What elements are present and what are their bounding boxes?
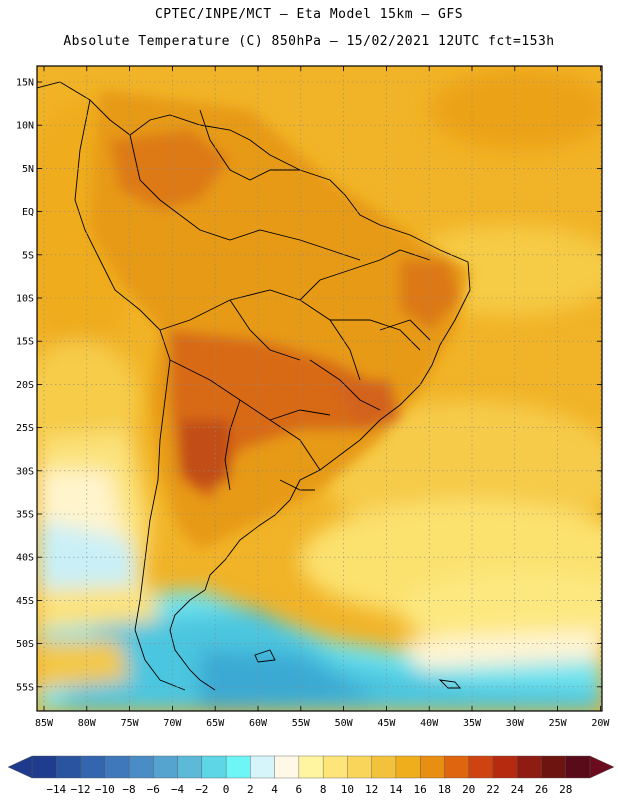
colorbar-label: 6 — [296, 783, 303, 796]
colorbar-label: 12 — [365, 783, 378, 796]
colorbar-label: −2 — [195, 783, 208, 796]
colorbar-label: 8 — [320, 783, 327, 796]
colorbar-swatch — [201, 755, 227, 779]
colorbar-label: 10 — [341, 783, 354, 796]
lon-label: 85W — [35, 718, 54, 729]
colorbar-swatch — [371, 755, 397, 779]
colorbar-label: 4 — [271, 783, 278, 796]
colorbar-label: −8 — [122, 783, 135, 796]
colorbar-swatch — [153, 755, 179, 779]
colorbar-label: 16 — [414, 783, 427, 796]
map-frame — [36, 65, 603, 712]
colorbar-swatch — [517, 755, 542, 779]
colorbar-label: −4 — [171, 783, 185, 796]
temperature-field — [37, 66, 602, 711]
colorbar-arrow-right — [589, 755, 615, 779]
lat-label: EQ — [22, 207, 34, 218]
lon-label: 45W — [377, 718, 396, 729]
axis-ticks — [37, 66, 602, 711]
colorbar-swatch — [395, 755, 421, 779]
colorbar-label: 2 — [247, 783, 254, 796]
colorbar-label: 18 — [438, 783, 451, 796]
colorbar-swatch — [444, 755, 470, 779]
lon-label: 40W — [420, 718, 439, 729]
colorbar-label: −6 — [147, 783, 160, 796]
lon-label: 50W — [335, 718, 354, 729]
colorbar-swatch — [347, 755, 373, 779]
colorbar-label: −12 — [71, 783, 91, 796]
lat-label: 5N — [22, 164, 34, 175]
colorbar-label: 22 — [486, 783, 499, 796]
colorbar-label: −10 — [95, 783, 115, 796]
lat-label: 5S — [22, 250, 34, 261]
colorbar-label: 24 — [511, 783, 525, 796]
colorbar-swatch — [250, 755, 276, 779]
lat-label: 15N — [16, 78, 34, 89]
longitude-labels: 85W 80W 75W 70W 65W 60W 55W 50W 45W 40W 35W 30W 25W 2… — [35, 718, 610, 729]
latitude-labels: 15N 10N 5N EQ 5S 10S 15S 20S 25S 30S 35S 40S 45S 50S 5… — [16, 78, 34, 694]
colorbar-swatch — [177, 755, 203, 779]
lat-label: 50S — [16, 639, 34, 650]
colorbar-label: 14 — [389, 783, 403, 796]
colorbar-swatch — [468, 755, 494, 779]
colorbar-swatch — [298, 755, 324, 779]
lat-label: 20S — [16, 380, 34, 391]
map-title-line1: CPTEC/INPE/MCT – Eta Model 15km – GFS — [154, 7, 464, 22]
colorbar-label: 26 — [535, 783, 548, 796]
coastlines — [37, 81, 471, 691]
lon-label: 65W — [206, 718, 225, 729]
colorbar-swatch — [419, 755, 445, 779]
lat-label: 15S — [16, 337, 34, 348]
colorbar-swatch — [104, 755, 130, 779]
colorbar-label: 28 — [559, 783, 572, 796]
lon-label: 70W — [163, 718, 182, 729]
lon-label: 75W — [121, 718, 140, 729]
colorbar-swatch — [492, 755, 518, 779]
lat-label: 10N — [16, 121, 34, 132]
colorbar-swatch — [322, 755, 348, 779]
colorbar-swatch — [565, 755, 591, 779]
lon-label: 20W — [591, 718, 610, 729]
lat-label: 10S — [16, 294, 34, 305]
colorbar-swatch — [56, 755, 82, 779]
colorbar-swatch — [31, 755, 57, 779]
colorbar-arrow-left — [7, 755, 33, 779]
lon-label: 80W — [78, 718, 97, 729]
colorbar-label: −14 — [46, 783, 66, 796]
lat-label: 25S — [16, 423, 34, 434]
colorbar-label: 0 — [223, 783, 230, 796]
colorbar-swatch — [274, 755, 300, 779]
colorbar-swatch — [225, 755, 251, 779]
lat-label: 35S — [16, 510, 34, 521]
lat-label: 40S — [16, 553, 34, 564]
lat-label: 45S — [16, 596, 34, 607]
lon-label: 35W — [463, 718, 482, 729]
lat-label: 55S — [16, 682, 34, 693]
lon-label: 30W — [506, 718, 525, 729]
colorbar-swatch — [128, 755, 154, 779]
lon-label: 60W — [249, 718, 268, 729]
lon-label: 55W — [292, 718, 311, 729]
colorbar-label: 20 — [462, 783, 475, 796]
colorbar-swatch — [80, 755, 106, 779]
map-title-line2: Absolute Temperature (C) 850hPa – 15/02/… — [63, 34, 555, 49]
lat-label: 30S — [16, 466, 34, 477]
lon-label: 25W — [549, 718, 568, 729]
colorbar-swatch — [541, 755, 567, 779]
colorbar: −14 −12 −10 −8 −6 −4 −2 0 2 4 6 8 10 12 14 16 18 20 22 24 26… — [7, 755, 615, 796]
